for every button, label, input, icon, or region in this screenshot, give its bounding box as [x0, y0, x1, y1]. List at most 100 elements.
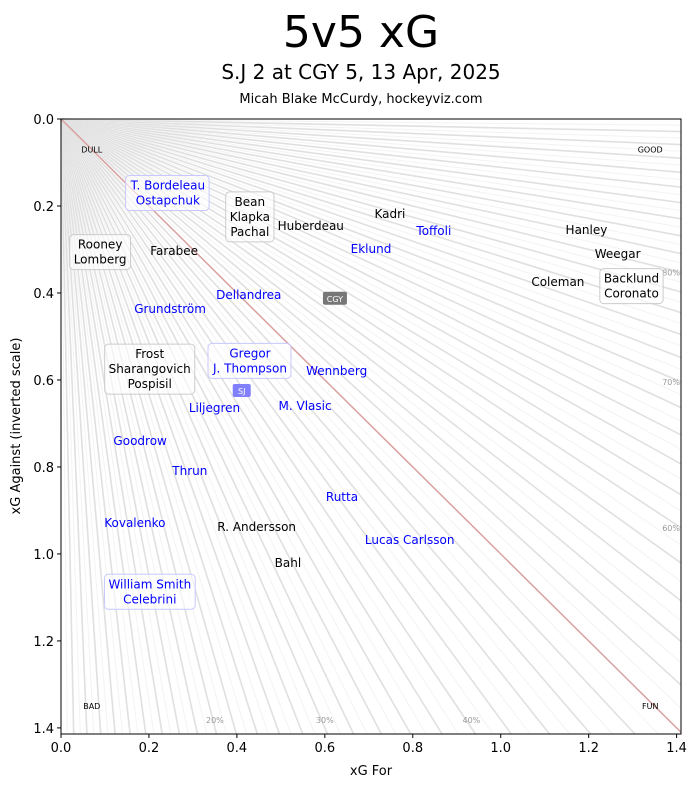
player-label: Dellandrea: [216, 288, 281, 302]
player-name: Huberdeau: [278, 219, 344, 233]
fan-line: [60, 118, 259, 735]
fan-line: [60, 118, 659, 735]
fan-line: [60, 118, 248, 735]
fan-line: [60, 118, 238, 735]
fan-line: [60, 118, 427, 735]
player-name: Lucas Carlsson: [365, 533, 455, 547]
fan-line: [60, 118, 682, 133]
y-tick-label: 1.2: [33, 635, 54, 650]
x-tick-label: 1.0: [490, 741, 511, 756]
fan-line: [60, 118, 682, 274]
fan-line: [60, 118, 682, 709]
x-tick-label: 0.2: [139, 741, 160, 756]
x-tick-label: 0.4: [227, 741, 248, 756]
fan-line: [60, 118, 102, 735]
fan-line: [60, 118, 682, 436]
fan-line: [60, 118, 383, 735]
fan-line: [60, 118, 682, 422]
fan-line: [60, 118, 682, 212]
y-tick-label: 0.4: [33, 287, 54, 302]
fan-line: [60, 118, 139, 735]
fan-line: [60, 118, 304, 735]
pct-label: 60%: [662, 524, 680, 533]
fan-line: [60, 118, 682, 283]
team-badge-text: CGY: [327, 295, 343, 304]
fan-line: [60, 118, 682, 324]
fan-line: [60, 118, 613, 735]
x-tick-label: 0.8: [402, 741, 423, 756]
fan-line: [60, 118, 682, 237]
fan-line: [60, 118, 116, 735]
player-label: Hanley: [566, 223, 608, 237]
fan-line: [60, 118, 88, 735]
fan-line: [60, 118, 218, 735]
fan-line: [60, 118, 682, 293]
y-axis-label: xG Against (inverted scale): [9, 338, 24, 515]
y-tick-label: 0.0: [33, 113, 54, 128]
player-label: Thrun: [171, 464, 207, 478]
player-name: Pospisil: [128, 377, 172, 391]
player-label: Bahl: [275, 556, 302, 570]
fan-line: [60, 118, 292, 735]
fan-line: [60, 118, 682, 686]
chart-credit: Micah Blake McCurdy, hockeyviz.com: [239, 92, 482, 107]
player-label: Eklund: [351, 242, 392, 256]
fan-line: [60, 118, 592, 735]
fan-line: [60, 118, 494, 735]
player-name: Bahl: [275, 556, 302, 570]
fan-line: [60, 118, 199, 735]
fan-line: [60, 118, 181, 735]
fan-line: [60, 118, 155, 735]
player-label: Liljegren: [189, 401, 240, 415]
player-name: Rooney: [78, 238, 123, 252]
x-tick-label: 1.2: [578, 741, 599, 756]
player-label: Weegar: [595, 247, 641, 261]
fan-line: [60, 118, 477, 735]
team-badge-bg: [232, 383, 251, 397]
player-group-box: [104, 343, 196, 395]
corner-label-dull: DULL: [81, 145, 102, 154]
fan-line: [60, 118, 123, 735]
fan-line: [60, 118, 109, 735]
x-axis-label: xG For: [350, 764, 393, 779]
player-name: Gregor: [229, 346, 270, 360]
player-label: R. Andersson: [217, 520, 296, 534]
fan-line: [60, 118, 459, 735]
player-group-box: [599, 268, 664, 305]
player-name: Thrun: [171, 464, 207, 478]
fan-line: [60, 118, 81, 735]
y-tick-label: 0.8: [33, 461, 54, 476]
fan-line: [60, 118, 208, 735]
player-name: William Smith: [108, 577, 191, 591]
pct-label: 20%: [206, 716, 224, 725]
player-group-box: [69, 234, 132, 271]
pct-label: 70%: [662, 378, 680, 387]
player-name: M. Vlasic: [279, 399, 332, 413]
fan-line: [60, 118, 172, 735]
pct-label: 80%: [662, 268, 680, 277]
player-name: Klapka: [230, 210, 270, 224]
fan-line: [60, 118, 189, 735]
fan-line: [60, 118, 682, 255]
x-tick-label: 0.0: [51, 741, 72, 756]
even-xg-diagonal: [60, 118, 682, 733]
player-label: Toffoli: [415, 224, 451, 238]
player-name: Wennberg: [306, 364, 367, 378]
fan-line: [60, 118, 551, 735]
chart-title: 5v5 xG: [283, 7, 439, 58]
fan-line: [60, 118, 227, 735]
y-tick-label: 1.4: [33, 722, 54, 737]
xg-percentage-fan-lines: [60, 118, 682, 735]
fan-line: [60, 118, 682, 174]
player-group-box: [125, 174, 210, 211]
player-name: Bean: [235, 195, 266, 209]
player-name: Coleman: [531, 275, 584, 289]
fan-line: [60, 118, 682, 152]
